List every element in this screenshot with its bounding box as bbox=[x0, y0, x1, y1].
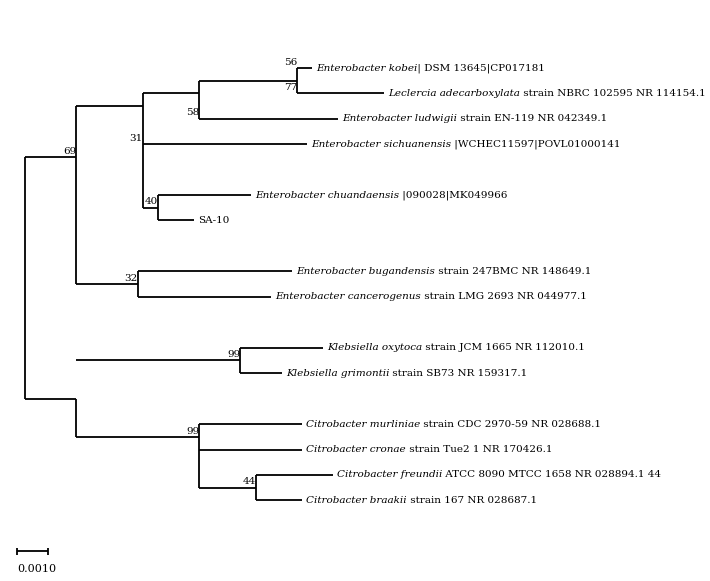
Text: Enterobacter sichuanensis: Enterobacter sichuanensis bbox=[312, 139, 452, 149]
Text: strain Tue2 1 NR 170426.1: strain Tue2 1 NR 170426.1 bbox=[405, 445, 552, 454]
Text: 56: 56 bbox=[284, 58, 297, 66]
Text: 77: 77 bbox=[284, 83, 297, 92]
Text: |090028|MK049966: |090028|MK049966 bbox=[399, 191, 507, 200]
Text: Enterobacter ludwigii: Enterobacter ludwigii bbox=[342, 114, 457, 123]
Text: Enterobacter chuandaensis: Enterobacter chuandaensis bbox=[255, 191, 399, 199]
Text: SA-10: SA-10 bbox=[198, 216, 230, 225]
Text: 31: 31 bbox=[130, 134, 143, 143]
Text: |WCHEC11597|POVL01000141: |WCHEC11597|POVL01000141 bbox=[452, 139, 621, 149]
Text: Enterobacter kobei|: Enterobacter kobei| bbox=[317, 63, 421, 73]
Text: 69: 69 bbox=[62, 146, 76, 156]
Text: Citrobacter freundii: Citrobacter freundii bbox=[337, 471, 442, 479]
Text: strain SB73 NR 159317.1: strain SB73 NR 159317.1 bbox=[389, 369, 528, 378]
Text: 0.0010: 0.0010 bbox=[17, 564, 56, 574]
Text: strain JCM 1665 NR 112010.1: strain JCM 1665 NR 112010.1 bbox=[422, 343, 584, 352]
Text: ATCC 8090 MTCC 1658 NR 028894.1 44: ATCC 8090 MTCC 1658 NR 028894.1 44 bbox=[442, 471, 661, 479]
Text: strain 247BMC NR 148649.1: strain 247BMC NR 148649.1 bbox=[435, 267, 591, 276]
Text: Citrobacter cronae: Citrobacter cronae bbox=[306, 445, 406, 454]
Text: strain 167 NR 028687.1: strain 167 NR 028687.1 bbox=[407, 496, 537, 505]
Text: Enterobacter cancerogenus: Enterobacter cancerogenus bbox=[275, 292, 421, 302]
Text: Citrobacter braakii: Citrobacter braakii bbox=[306, 496, 407, 505]
Text: 99: 99 bbox=[227, 350, 241, 359]
Text: strain EN-119 NR 042349.1: strain EN-119 NR 042349.1 bbox=[457, 114, 607, 123]
Text: strain LMG 2693 NR 044977.1: strain LMG 2693 NR 044977.1 bbox=[421, 292, 587, 302]
Text: DSM 13645|CP017181: DSM 13645|CP017181 bbox=[421, 63, 545, 73]
Text: strain NBRC 102595 NR 114154.1: strain NBRC 102595 NR 114154.1 bbox=[520, 89, 706, 98]
Text: Klebsiella oxytoca: Klebsiella oxytoca bbox=[327, 343, 422, 352]
Text: Leclercia adecarboxylata: Leclercia adecarboxylata bbox=[388, 89, 520, 98]
Text: strain CDC 2970-59 NR 028688.1: strain CDC 2970-59 NR 028688.1 bbox=[420, 419, 601, 429]
Text: Citrobacter murliniae: Citrobacter murliniae bbox=[306, 419, 420, 429]
Text: Klebsiella grimontii: Klebsiella grimontii bbox=[285, 369, 389, 378]
Text: 44: 44 bbox=[243, 478, 256, 486]
Text: 32: 32 bbox=[124, 274, 138, 283]
Text: 58: 58 bbox=[186, 109, 200, 117]
Text: Enterobacter bugandensis: Enterobacter bugandensis bbox=[296, 267, 435, 276]
Text: 40: 40 bbox=[145, 198, 158, 206]
Text: 99: 99 bbox=[186, 426, 200, 436]
